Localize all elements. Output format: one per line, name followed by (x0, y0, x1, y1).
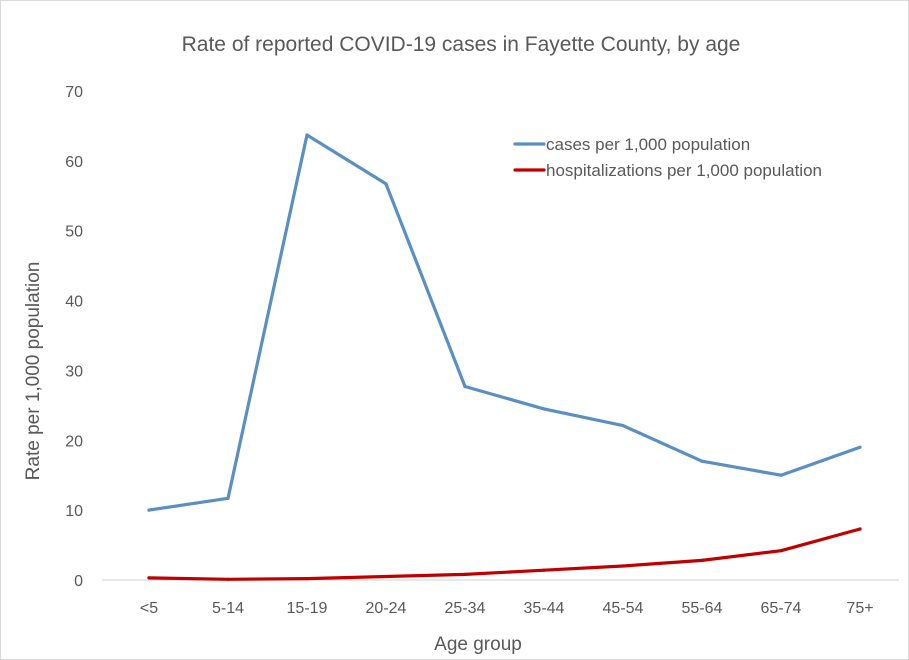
y-axis-ticks: 0 10 20 30 40 50 60 70 (65, 84, 83, 590)
chart-title: Rate of reported COVID-19 cases in Fayet… (182, 33, 741, 56)
series-line-hospitalizations (147, 527, 862, 581)
data-point-hospitalizations (700, 558, 704, 563)
data-point-hospitalizations (542, 568, 546, 572)
x-axis-title: Age group (434, 634, 522, 655)
data-point-cases (226, 496, 230, 500)
y-tick-label: 50 (65, 224, 83, 241)
x-tick-label: 15-19 (287, 600, 328, 617)
data-point-hospitalizations (779, 549, 783, 553)
y-axis-title: Rate per 1,000 population (23, 262, 44, 481)
y-tick-label: 30 (65, 363, 83, 380)
data-point-hospitalizations (226, 577, 230, 581)
y-tick-label: 60 (65, 154, 83, 171)
data-point-hospitalizations (384, 574, 388, 579)
x-tick-label: 75+ (846, 600, 873, 617)
data-point-hospitalizations (305, 577, 309, 581)
data-point-cases (463, 384, 467, 389)
legend: cases per 1,000 population hospitalizatio… (513, 135, 822, 180)
x-tick-label: <5 (140, 600, 158, 617)
data-point-hospitalizations (621, 564, 625, 568)
data-point-cases (542, 407, 546, 411)
x-tick-label: 20-24 (366, 600, 407, 617)
data-point-hospitalizations (858, 527, 862, 531)
x-axis-ticks: <5 5-14 15-19 20-24 25-34 35-44 45-54 55-64 65-7… (140, 600, 874, 617)
data-point-hospitalizations (147, 576, 151, 580)
x-tick-label: 65-74 (761, 600, 802, 617)
data-point-cases (700, 459, 704, 463)
data-point-cases (621, 424, 625, 428)
series-lines (147, 133, 862, 581)
data-point-hospitalizations (463, 572, 467, 577)
data-point-cases (858, 445, 862, 449)
y-tick-label: 70 (65, 84, 83, 101)
x-tick-label: 55-64 (682, 600, 723, 617)
data-point-cases (384, 182, 388, 186)
x-tick-label: 35-44 (524, 600, 565, 617)
data-point-cases (779, 473, 783, 477)
x-tick-label: 25-34 (445, 600, 486, 617)
data-point-cases (305, 133, 309, 137)
x-tick-label: 45-54 (603, 600, 644, 617)
legend-label: cases per 1,000 population (546, 135, 750, 154)
legend-label: hospitalizations per 1,000 population (546, 161, 822, 180)
y-tick-label: 40 (65, 294, 83, 311)
data-point-cases (147, 508, 151, 512)
y-tick-label: 10 (65, 503, 83, 520)
y-tick-label: 0 (74, 573, 83, 590)
series-line-cases (147, 133, 862, 512)
x-tick-label: 5-14 (212, 600, 244, 617)
y-tick-label: 20 (65, 433, 83, 450)
